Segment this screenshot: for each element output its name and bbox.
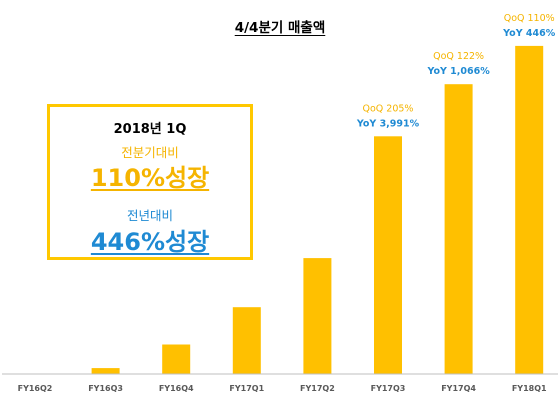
summary-box: 2018년 1Q 전분기대비 110%성장 전년대비 446%성장 xyxy=(47,104,253,260)
bar-fy16q3 xyxy=(91,368,120,374)
qoq-annotation-fy17q3: QoQ 205% xyxy=(363,103,414,114)
category-label-fy16q3: FY16Q3 xyxy=(88,384,123,393)
yoy-label: 전년대비 xyxy=(126,208,173,223)
bar-fy17q1 xyxy=(232,307,261,374)
qoq-annotation-fy17q4: QoQ 122% xyxy=(433,51,484,62)
yoy-annotation-fy17q4: YoY 1,066% xyxy=(426,66,490,77)
category-label-fy17q1: FY17Q1 xyxy=(229,384,264,393)
yoy-annotation-fy18q1: YoY 446% xyxy=(502,28,556,39)
bar-fy16q4 xyxy=(162,344,191,374)
bars-group xyxy=(21,45,544,375)
bar-fy18q1 xyxy=(515,45,544,375)
category-label-fy17q4: FY17Q4 xyxy=(441,384,476,393)
chart-title: 4/4분기 매출액 xyxy=(234,20,326,36)
qoq-annotation-fy18q1: QoQ 110% xyxy=(504,13,555,24)
bar-fy17q4 xyxy=(444,84,473,374)
category-label-fy18q1: FY18Q1 xyxy=(512,384,547,393)
category-label-fy16q4: FY16Q4 xyxy=(159,384,194,393)
bar-fy17q3 xyxy=(374,136,402,374)
qoq-label: 전분기대비 xyxy=(121,145,179,160)
yoy-annotation-fy17q3: YoY 3,991% xyxy=(356,118,420,129)
growth-annotations: QoQ 205% YoY 3,991% QoQ 122% YoY 1,066% QoQ … xyxy=(356,13,556,129)
yoy-value: 446%성장 xyxy=(90,228,210,256)
category-label-fy16q2: FY16Q2 xyxy=(18,384,53,393)
bar-fy17q2 xyxy=(303,258,332,374)
category-labels: FY16Q2 FY16Q3 FY16Q4 FY17Q1 FY17Q2 FY17Q3 FY17… xyxy=(18,384,547,393)
category-label-fy17q3: FY17Q3 xyxy=(371,384,406,393)
qoq-value: 110%성장 xyxy=(90,164,210,192)
summary-period: 2018년 1Q xyxy=(113,122,187,137)
category-label-fy17q2: FY17Q2 xyxy=(300,384,335,393)
